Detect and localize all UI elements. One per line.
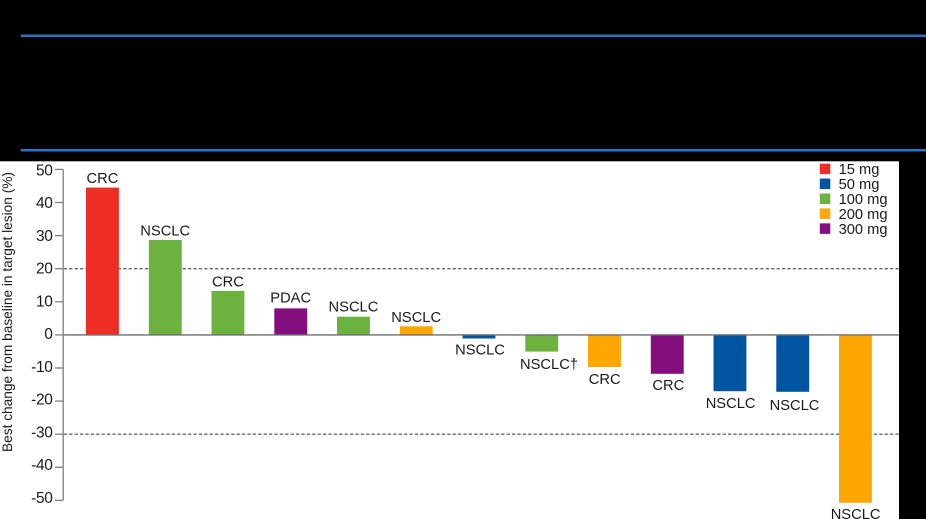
svg-text:-50: -50 — [31, 490, 53, 507]
svg-text:NSCLC: NSCLC — [831, 507, 881, 519]
svg-text:20: 20 — [36, 261, 53, 278]
svg-text:PDAC: PDAC — [270, 290, 311, 306]
svg-text:30: 30 — [36, 228, 53, 245]
svg-text:NSCLC: NSCLC — [329, 300, 379, 316]
svg-text:NSCLC: NSCLC — [706, 396, 756, 412]
svg-text:-20: -20 — [31, 392, 53, 409]
svg-text:-10: -10 — [31, 359, 53, 376]
svg-text:15 mg: 15 mg — [839, 162, 880, 178]
svg-text:CRC: CRC — [87, 171, 119, 187]
svg-text:NSCLC†: NSCLC† — [520, 357, 578, 373]
svg-text:-40: -40 — [31, 457, 53, 474]
svg-text:NSCLC: NSCLC — [770, 398, 820, 414]
svg-text:CRC: CRC — [652, 378, 684, 394]
svg-text:NSCLC: NSCLC — [455, 343, 505, 359]
svg-text:10: 10 — [36, 293, 53, 310]
svg-text:0: 0 — [44, 326, 53, 343]
svg-text:40: 40 — [36, 195, 53, 212]
svg-text:200 mg: 200 mg — [839, 207, 888, 223]
svg-text:-30: -30 — [31, 424, 53, 441]
svg-text:Best change from baseline in t: Best change from baseline in target lesi… — [0, 172, 15, 452]
svg-text:300 mg: 300 mg — [839, 222, 888, 238]
svg-text:CRC: CRC — [212, 275, 244, 291]
svg-text:NSCLC: NSCLC — [140, 223, 190, 239]
svg-text:50: 50 — [36, 162, 53, 179]
svg-text:100 mg: 100 mg — [839, 192, 888, 208]
svg-text:CRC: CRC — [589, 372, 621, 388]
svg-text:NSCLC: NSCLC — [391, 310, 441, 326]
svg-text:50 mg: 50 mg — [839, 177, 880, 193]
